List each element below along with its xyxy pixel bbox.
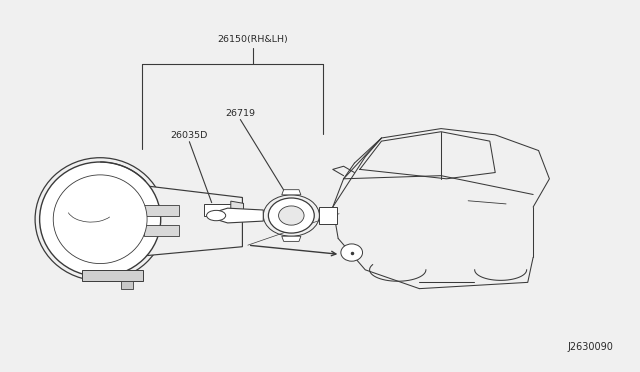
Text: 26719: 26719 [225, 109, 255, 118]
Ellipse shape [40, 162, 161, 276]
Text: J2630090: J2630090 [567, 342, 613, 352]
Polygon shape [82, 270, 143, 281]
Ellipse shape [207, 211, 226, 221]
Polygon shape [282, 236, 301, 241]
Ellipse shape [53, 175, 147, 264]
Polygon shape [144, 225, 179, 236]
Text: 26150(RH&LH): 26150(RH&LH) [218, 35, 289, 44]
Polygon shape [218, 208, 263, 223]
Polygon shape [138, 185, 243, 256]
Ellipse shape [278, 206, 304, 225]
Polygon shape [122, 281, 134, 289]
Polygon shape [144, 205, 179, 217]
Polygon shape [204, 205, 231, 215]
Polygon shape [319, 208, 337, 224]
Ellipse shape [268, 198, 314, 233]
Polygon shape [282, 190, 301, 195]
Polygon shape [231, 201, 244, 219]
Text: 26035D: 26035D [171, 131, 208, 140]
Ellipse shape [341, 244, 362, 261]
